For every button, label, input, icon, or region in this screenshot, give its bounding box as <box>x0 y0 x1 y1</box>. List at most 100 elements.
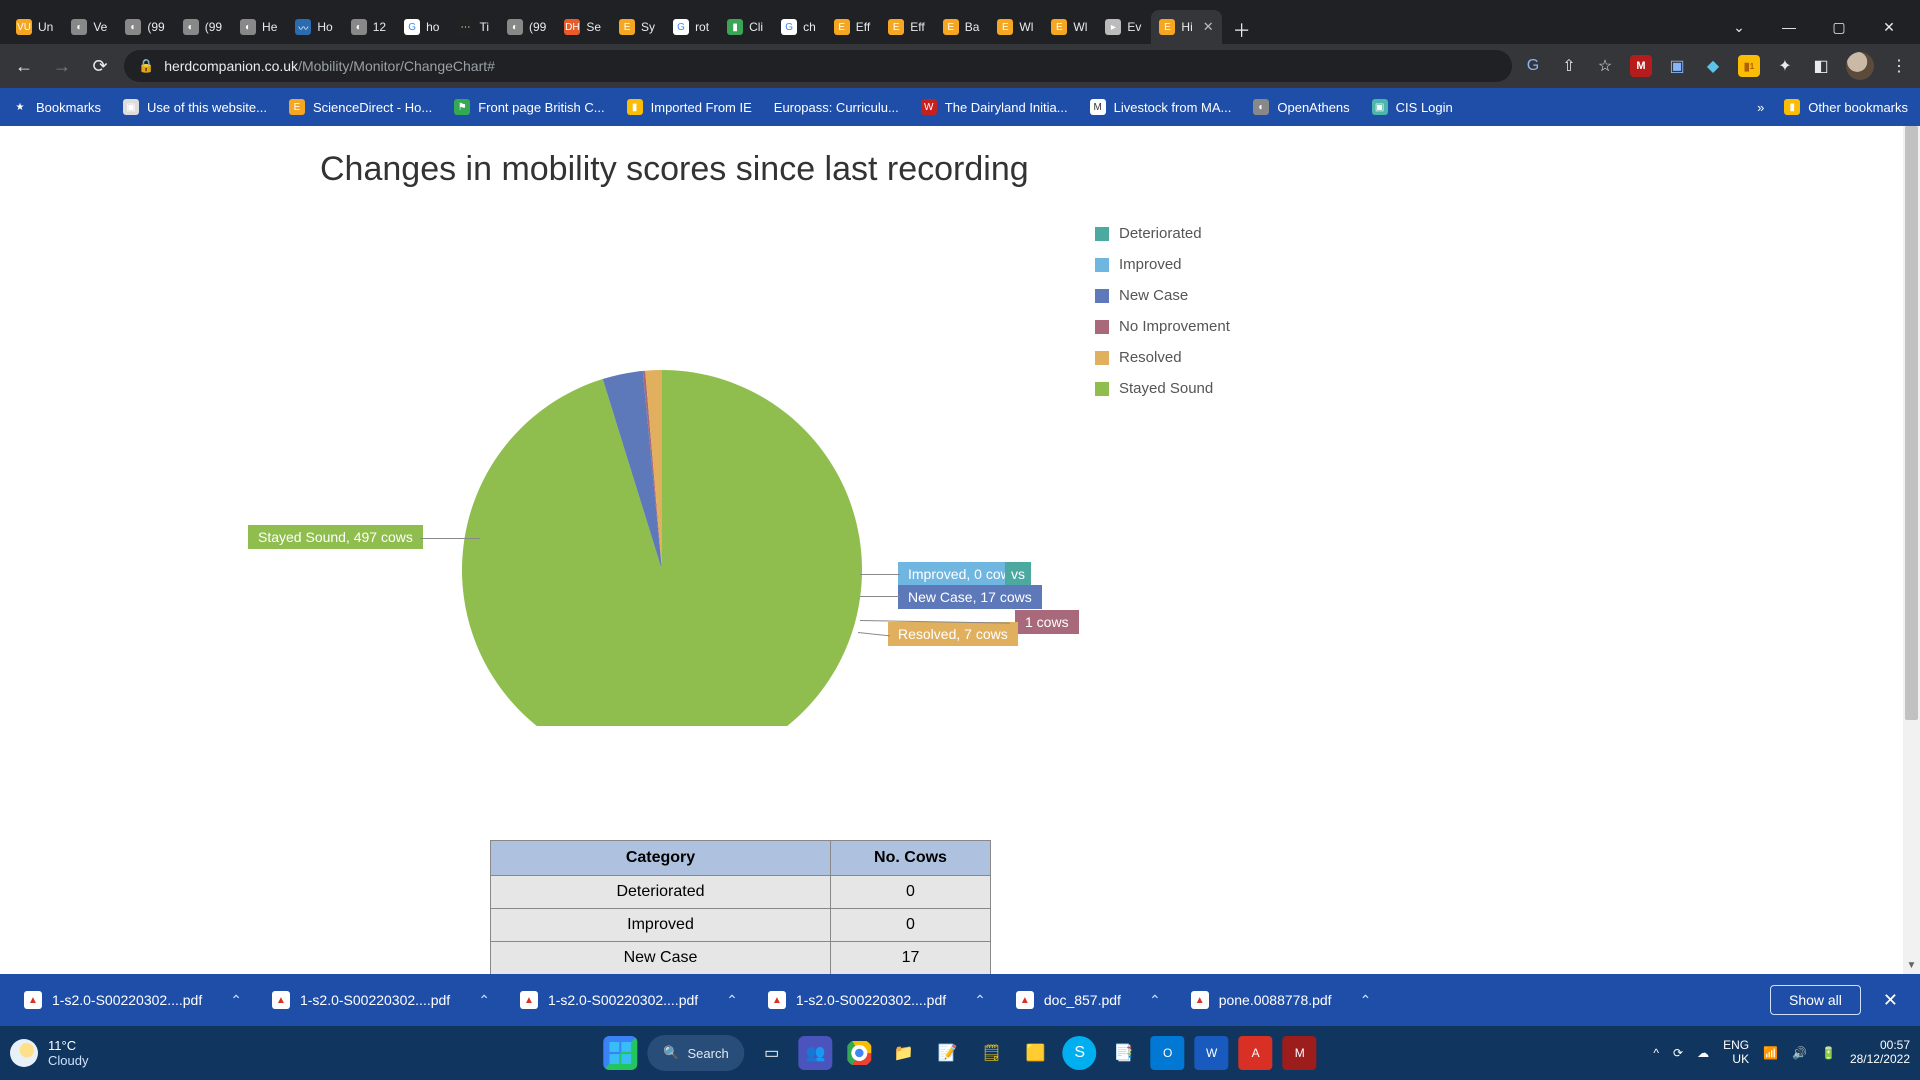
browser-tab[interactable]: EEff <box>880 10 932 44</box>
extension-badge-icon[interactable]: ▮1 <box>1738 55 1760 77</box>
bookmark-item[interactable]: ◐OpenAthens <box>1253 99 1349 115</box>
extension-mendeley-icon[interactable]: M <box>1630 55 1652 77</box>
profile-avatar[interactable] <box>1846 52 1874 80</box>
legend-item[interactable]: Resolved <box>1095 342 1230 373</box>
app-outlook-icon[interactable]: O <box>1151 1036 1185 1070</box>
download-menu-icon[interactable]: ⌃ <box>974 992 986 1009</box>
legend-item[interactable]: Stayed Sound <box>1095 373 1230 404</box>
bookmark-item[interactable]: ▣Use of this website... <box>123 99 267 115</box>
bookmark-item[interactable]: EScienceDirect - Ho... <box>289 99 432 115</box>
browser-tab[interactable]: ◐(99 <box>117 10 172 44</box>
app-skype-icon[interactable]: S <box>1063 1036 1097 1070</box>
bookmark-item[interactable]: ⚑Front page British C... <box>454 99 604 115</box>
taskbar-search[interactable]: 🔍 Search <box>647 1035 744 1071</box>
download-item[interactable]: ▲doc_857.pdf⌃ <box>1006 985 1171 1015</box>
legend-item[interactable]: Deteriorated <box>1095 218 1230 249</box>
extensions-puzzle-icon[interactable]: ✦ <box>1774 55 1796 77</box>
browser-tab[interactable]: ▸Ev <box>1097 10 1149 44</box>
downloads-close-button[interactable]: ✕ <box>1875 990 1906 1011</box>
browser-tab[interactable]: Grot <box>665 10 717 44</box>
new-tab-button[interactable]: ＋ <box>1228 16 1256 44</box>
browser-tab[interactable]: 〰Ho <box>287 10 340 44</box>
bookmark-item[interactable]: ★Bookmarks <box>12 99 101 115</box>
start-button[interactable] <box>603 1036 637 1070</box>
app-sticky2-icon[interactable]: 🟨 <box>1019 1036 1053 1070</box>
omnibox[interactable]: 🔒 herdcompanion.co.uk/Mobility/Monitor/C… <box>124 50 1512 82</box>
bookmark-star-icon[interactable]: ☆ <box>1594 55 1616 77</box>
browser-tab[interactable]: EWl <box>989 10 1041 44</box>
downloads-show-all-button[interactable]: Show all <box>1770 985 1861 1015</box>
close-tab-icon[interactable]: ✕ <box>1203 19 1214 35</box>
download-item[interactable]: ▲pone.0088778.pdf⌃ <box>1181 985 1382 1015</box>
vertical-scrollbar[interactable]: ▲ ▼ <box>1903 126 1920 974</box>
tabsearch-button[interactable]: ⌄ <box>1716 10 1762 44</box>
tray-clock[interactable]: 00:57 28/12/2022 <box>1850 1039 1910 1067</box>
app-chrome-icon[interactable] <box>843 1036 877 1070</box>
browser-tab[interactable]: EEff <box>826 10 878 44</box>
tray-sync-icon[interactable]: ⟳ <box>1673 1046 1683 1060</box>
browser-tab[interactable]: ◐(99 <box>499 10 554 44</box>
app-word-icon[interactable]: W <box>1195 1036 1229 1070</box>
share-icon[interactable]: ⇧ <box>1558 55 1580 77</box>
scrollbar-thumb[interactable] <box>1905 126 1918 720</box>
download-menu-icon[interactable]: ⌃ <box>1149 992 1161 1009</box>
browser-tab[interactable]: ▮Cli <box>719 10 771 44</box>
browser-tab[interactable]: ◐Ve <box>63 10 115 44</box>
taskview-button[interactable]: ▭ <box>755 1036 789 1070</box>
browser-tab[interactable]: DHSe <box>556 10 609 44</box>
legend-item[interactable]: No Improvement <box>1095 311 1230 342</box>
download-menu-icon[interactable]: ⌃ <box>1360 992 1372 1009</box>
taskbar-weather[interactable]: 11°C Cloudy <box>10 1038 88 1068</box>
browser-tab[interactable]: EHi✕ <box>1151 10 1221 44</box>
tray-chevron-icon[interactable]: ^ <box>1653 1046 1659 1060</box>
download-menu-icon[interactable]: ⌃ <box>478 992 490 1009</box>
extension-picture-icon[interactable]: ▣ <box>1666 55 1688 77</box>
browser-tab[interactable]: Gho <box>396 10 447 44</box>
bookmarks-overflow[interactable]: » <box>1757 100 1764 115</box>
app-acrobat-icon[interactable]: A <box>1239 1036 1273 1070</box>
tray-battery-icon[interactable]: 🔋 <box>1821 1046 1836 1060</box>
app-teams-icon[interactable]: 👥 <box>799 1036 833 1070</box>
browser-tab[interactable]: ◐12 <box>343 10 394 44</box>
browser-tab[interactable]: EBa <box>935 10 988 44</box>
extension-gem-icon[interactable]: ◆ <box>1702 55 1724 77</box>
google-account-icon[interactable]: G <box>1522 55 1544 77</box>
minimize-button[interactable]: — <box>1766 10 1812 44</box>
browser-tab[interactable]: Gch <box>773 10 824 44</box>
chrome-menu-icon[interactable]: ⋮ <box>1888 55 1910 77</box>
browser-tab[interactable]: VUUn <box>8 10 61 44</box>
other-bookmarks[interactable]: ▮Other bookmarks <box>1784 99 1908 115</box>
app-sticky-icon[interactable]: 🗒 <box>975 1036 1009 1070</box>
app-onenote-icon[interactable]: 📑 <box>1107 1036 1141 1070</box>
maximize-button[interactable]: ▢ <box>1816 10 1862 44</box>
app-notepad-icon[interactable]: 📝 <box>931 1036 965 1070</box>
download-item[interactable]: ▲1-s2.0-S00220302....pdf⌃ <box>262 985 500 1015</box>
close-window-button[interactable]: ✕ <box>1866 10 1912 44</box>
legend-item[interactable]: New Case <box>1095 280 1230 311</box>
app-explorer-icon[interactable]: 📁 <box>887 1036 921 1070</box>
app-mendeley-icon[interactable]: M <box>1283 1036 1317 1070</box>
tray-language[interactable]: ENG UK <box>1723 1039 1749 1067</box>
tray-volume-icon[interactable]: 🔊 <box>1792 1046 1807 1060</box>
legend-item[interactable]: Improved <box>1095 249 1230 280</box>
bookmark-item[interactable]: WThe Dairyland Initia... <box>921 99 1068 115</box>
scroll-down-icon[interactable]: ▼ <box>1903 957 1920 974</box>
browser-tab[interactable]: ⋯Ti <box>449 10 497 44</box>
forward-button[interactable]: → <box>48 52 76 80</box>
reload-button[interactable]: ⟳ <box>86 52 114 80</box>
browser-tab[interactable]: ESy <box>611 10 663 44</box>
browser-tab[interactable]: ◐He <box>232 10 285 44</box>
browser-tab[interactable]: ◐(99 <box>175 10 230 44</box>
sidepanel-icon[interactable]: ◧ <box>1810 55 1832 77</box>
bookmark-item[interactable]: MLivestock from MA... <box>1090 99 1232 115</box>
browser-tab[interactable]: EWl <box>1043 10 1095 44</box>
download-item[interactable]: ▲1-s2.0-S00220302....pdf⌃ <box>758 985 996 1015</box>
bookmark-item[interactable]: ▣CIS Login <box>1372 99 1453 115</box>
tray-wifi-icon[interactable]: 📶 <box>1763 1046 1778 1060</box>
bookmark-item[interactable]: Europass: Curriculu... <box>774 100 899 115</box>
download-item[interactable]: ▲1-s2.0-S00220302....pdf⌃ <box>14 985 252 1015</box>
bookmark-item[interactable]: ▮Imported From IE <box>627 99 752 115</box>
tray-onedrive-icon[interactable]: ☁ <box>1697 1046 1709 1060</box>
back-button[interactable]: ← <box>10 52 38 80</box>
download-menu-icon[interactable]: ⌃ <box>726 992 738 1009</box>
